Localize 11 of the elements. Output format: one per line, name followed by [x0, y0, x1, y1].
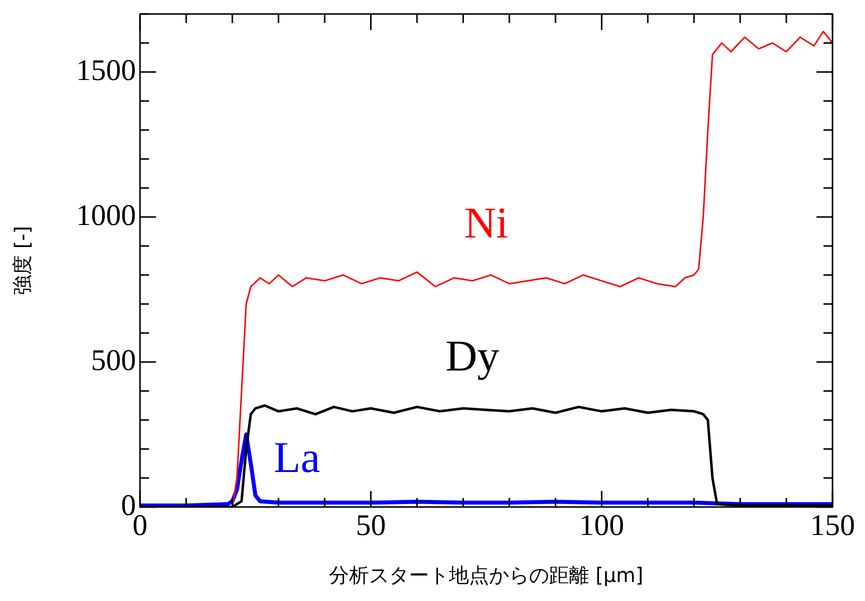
series-label: La [274, 433, 320, 482]
y-tick-label: 1500 [76, 54, 136, 87]
y-tick-label: 1000 [76, 198, 136, 232]
series-label: Ni [464, 198, 508, 248]
x-tick-label: 100 [579, 508, 624, 542]
series-label: Dy [446, 332, 500, 381]
x-tick-label: 150 [810, 508, 855, 542]
y-axis-title: 強度 [-] [10, 226, 34, 296]
x-axis-title: 分析スタート地点からの距離 [μm] [329, 563, 644, 588]
x-tick-label: 50 [356, 508, 386, 542]
y-tick-label: 500 [91, 344, 136, 377]
